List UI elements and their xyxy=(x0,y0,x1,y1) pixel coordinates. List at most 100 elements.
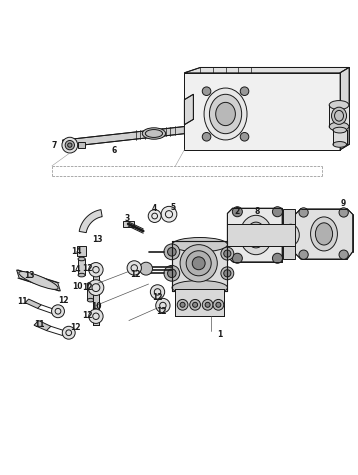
Text: 13: 13 xyxy=(24,271,35,280)
Polygon shape xyxy=(329,105,349,126)
Circle shape xyxy=(339,250,348,259)
Text: 12: 12 xyxy=(82,311,92,320)
Circle shape xyxy=(62,326,75,339)
Ellipse shape xyxy=(282,224,299,246)
Polygon shape xyxy=(184,67,349,73)
Polygon shape xyxy=(340,67,349,150)
Circle shape xyxy=(190,299,200,310)
Polygon shape xyxy=(295,209,353,259)
Text: 9: 9 xyxy=(341,199,346,208)
Polygon shape xyxy=(333,130,347,144)
Ellipse shape xyxy=(172,238,228,252)
Ellipse shape xyxy=(329,101,349,110)
Polygon shape xyxy=(184,95,193,125)
Text: 12: 12 xyxy=(70,323,81,332)
Circle shape xyxy=(202,299,213,310)
Text: 14: 14 xyxy=(71,265,81,274)
Circle shape xyxy=(202,133,211,141)
Text: 11: 11 xyxy=(17,297,28,306)
Circle shape xyxy=(89,263,103,277)
Text: 2: 2 xyxy=(234,207,240,216)
Circle shape xyxy=(224,270,231,277)
Circle shape xyxy=(164,244,180,260)
Circle shape xyxy=(205,302,210,307)
Text: 1: 1 xyxy=(218,331,223,339)
Circle shape xyxy=(299,208,308,217)
Polygon shape xyxy=(93,268,99,325)
Circle shape xyxy=(232,207,242,217)
Polygon shape xyxy=(79,209,102,233)
Circle shape xyxy=(150,285,165,299)
Circle shape xyxy=(272,253,282,263)
Polygon shape xyxy=(16,270,61,291)
Polygon shape xyxy=(63,126,184,147)
Polygon shape xyxy=(34,321,51,331)
Text: 4: 4 xyxy=(151,204,156,213)
Circle shape xyxy=(168,269,176,277)
Circle shape xyxy=(168,247,176,256)
Circle shape xyxy=(339,208,348,217)
Text: 12: 12 xyxy=(82,283,92,292)
Polygon shape xyxy=(123,221,134,227)
Polygon shape xyxy=(78,142,85,148)
Ellipse shape xyxy=(216,102,236,125)
Text: 5: 5 xyxy=(170,203,175,212)
Ellipse shape xyxy=(333,142,347,147)
Text: 7: 7 xyxy=(51,141,57,150)
Circle shape xyxy=(148,209,161,222)
Text: 13: 13 xyxy=(92,235,103,244)
Circle shape xyxy=(156,298,170,313)
Text: 12: 12 xyxy=(82,264,92,273)
Circle shape xyxy=(161,206,177,222)
Polygon shape xyxy=(227,224,295,246)
Circle shape xyxy=(52,305,64,318)
Ellipse shape xyxy=(87,282,94,286)
Ellipse shape xyxy=(142,128,165,139)
Circle shape xyxy=(224,250,231,257)
Ellipse shape xyxy=(78,273,85,277)
Ellipse shape xyxy=(332,107,347,124)
Ellipse shape xyxy=(333,127,347,133)
Circle shape xyxy=(221,267,234,280)
Polygon shape xyxy=(175,289,224,316)
Polygon shape xyxy=(184,73,340,150)
Circle shape xyxy=(127,261,141,275)
Circle shape xyxy=(202,87,211,95)
Ellipse shape xyxy=(240,215,272,255)
Circle shape xyxy=(88,280,104,295)
Text: 12: 12 xyxy=(152,293,163,302)
Ellipse shape xyxy=(315,223,333,245)
Text: 12: 12 xyxy=(156,307,166,316)
Circle shape xyxy=(62,137,78,153)
Ellipse shape xyxy=(209,95,242,133)
Ellipse shape xyxy=(87,298,94,302)
Circle shape xyxy=(140,262,153,275)
Text: 12: 12 xyxy=(58,295,68,304)
Polygon shape xyxy=(283,209,295,259)
Polygon shape xyxy=(227,208,282,262)
Circle shape xyxy=(177,299,188,310)
Text: 3: 3 xyxy=(125,214,130,223)
Ellipse shape xyxy=(246,222,266,248)
Circle shape xyxy=(213,299,224,310)
Bar xyxy=(77,246,86,256)
Ellipse shape xyxy=(19,272,58,289)
Circle shape xyxy=(180,302,185,307)
Circle shape xyxy=(192,257,205,270)
Circle shape xyxy=(193,302,198,307)
Circle shape xyxy=(180,245,217,282)
Bar xyxy=(87,284,94,300)
Ellipse shape xyxy=(78,257,85,261)
Circle shape xyxy=(164,266,180,281)
Text: 6: 6 xyxy=(112,146,117,155)
Text: 12: 12 xyxy=(130,269,141,278)
Circle shape xyxy=(186,251,211,276)
Circle shape xyxy=(221,247,234,260)
Circle shape xyxy=(65,141,74,150)
Polygon shape xyxy=(172,241,227,291)
Text: 8: 8 xyxy=(254,207,260,216)
Circle shape xyxy=(89,309,103,323)
Circle shape xyxy=(240,133,249,141)
Ellipse shape xyxy=(311,217,338,251)
Circle shape xyxy=(216,302,221,307)
